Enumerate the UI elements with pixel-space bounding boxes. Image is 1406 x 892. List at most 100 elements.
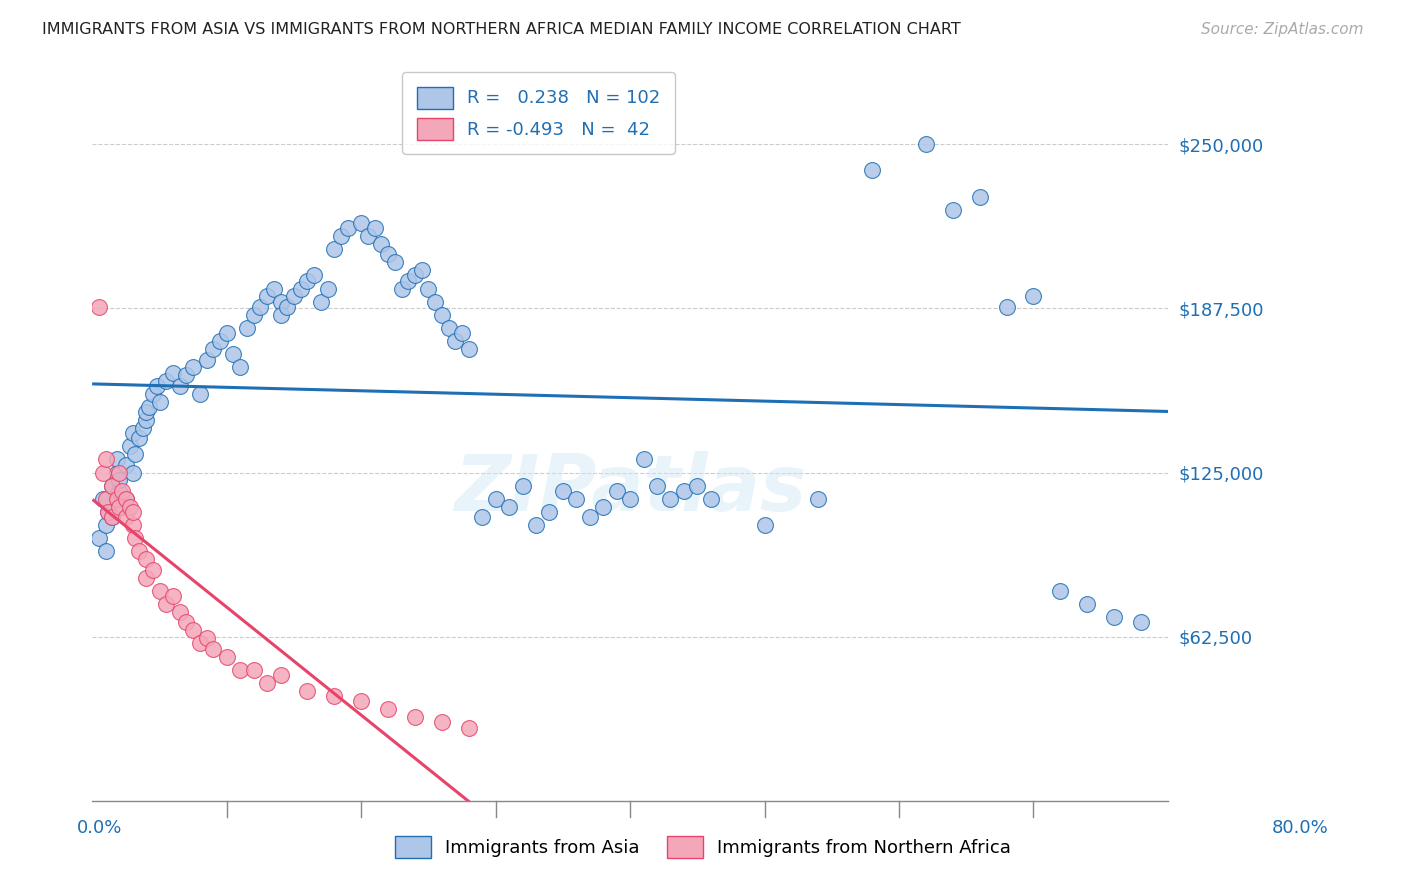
- Point: [195, 352, 218, 367]
- Text: 0.0%: 0.0%: [77, 819, 122, 837]
- Point: [132, 421, 155, 435]
- Point: [969, 189, 991, 203]
- Point: [215, 649, 238, 664]
- Point: [444, 334, 467, 348]
- Point: [330, 229, 353, 244]
- Point: [97, 505, 120, 519]
- Point: [457, 721, 479, 735]
- Point: [135, 413, 157, 427]
- Text: ZIPatlas: ZIPatlas: [454, 450, 806, 527]
- Point: [995, 300, 1018, 314]
- Point: [578, 510, 600, 524]
- Point: [538, 505, 561, 519]
- Point: [108, 500, 131, 514]
- Point: [551, 483, 574, 498]
- Point: [236, 321, 259, 335]
- Point: [860, 163, 883, 178]
- Point: [423, 294, 446, 309]
- Point: [276, 300, 298, 314]
- Point: [118, 439, 141, 453]
- Point: [430, 715, 453, 730]
- Point: [135, 405, 157, 419]
- Point: [148, 394, 170, 409]
- Point: [565, 491, 588, 506]
- Point: [146, 379, 169, 393]
- Point: [323, 689, 346, 703]
- Point: [115, 491, 138, 506]
- Point: [181, 624, 204, 638]
- Point: [209, 334, 232, 348]
- Point: [121, 426, 143, 441]
- Point: [1102, 610, 1125, 624]
- Point: [91, 491, 114, 506]
- Point: [121, 518, 143, 533]
- Point: [659, 491, 682, 506]
- Point: [498, 500, 520, 514]
- Point: [94, 518, 117, 533]
- Point: [404, 268, 426, 283]
- Point: [686, 479, 709, 493]
- Text: 80.0%: 80.0%: [1272, 819, 1329, 837]
- Point: [91, 466, 114, 480]
- Point: [121, 466, 143, 480]
- Point: [457, 342, 479, 356]
- Point: [155, 374, 177, 388]
- Point: [169, 379, 191, 393]
- Point: [115, 458, 138, 472]
- Point: [176, 615, 198, 630]
- Point: [148, 583, 170, 598]
- Point: [105, 452, 128, 467]
- Point: [256, 676, 278, 690]
- Point: [606, 483, 628, 498]
- Point: [437, 321, 460, 335]
- Point: [370, 236, 392, 251]
- Point: [135, 571, 157, 585]
- Point: [121, 505, 143, 519]
- Point: [162, 589, 184, 603]
- Point: [336, 221, 359, 235]
- Point: [807, 491, 830, 506]
- Legend: Immigrants from Asia, Immigrants from Northern Africa: Immigrants from Asia, Immigrants from No…: [385, 827, 1021, 867]
- Point: [270, 308, 292, 322]
- Point: [391, 282, 413, 296]
- Point: [222, 347, 245, 361]
- Point: [138, 400, 160, 414]
- Point: [411, 263, 433, 277]
- Point: [524, 518, 547, 533]
- Point: [1049, 583, 1071, 598]
- Point: [202, 641, 225, 656]
- Point: [101, 479, 124, 493]
- Point: [195, 631, 218, 645]
- Point: [115, 510, 138, 524]
- Point: [418, 282, 440, 296]
- Point: [124, 447, 146, 461]
- Point: [350, 694, 373, 708]
- Point: [645, 479, 668, 493]
- Point: [229, 663, 252, 677]
- Point: [384, 255, 406, 269]
- Point: [592, 500, 614, 514]
- Point: [283, 289, 305, 303]
- Point: [97, 505, 120, 519]
- Point: [350, 216, 373, 230]
- Point: [942, 202, 965, 217]
- Point: [297, 274, 319, 288]
- Point: [87, 300, 110, 314]
- Point: [270, 668, 292, 682]
- Point: [357, 229, 380, 244]
- Point: [242, 308, 264, 322]
- Point: [430, 308, 453, 322]
- Point: [142, 386, 165, 401]
- Point: [302, 268, 325, 283]
- Point: [377, 247, 399, 261]
- Point: [396, 274, 419, 288]
- Point: [105, 491, 128, 506]
- Point: [242, 663, 264, 677]
- Point: [94, 452, 117, 467]
- Point: [512, 479, 534, 493]
- Point: [108, 466, 131, 480]
- Point: [471, 510, 494, 524]
- Point: [169, 605, 191, 619]
- Point: [754, 518, 776, 533]
- Point: [111, 483, 134, 498]
